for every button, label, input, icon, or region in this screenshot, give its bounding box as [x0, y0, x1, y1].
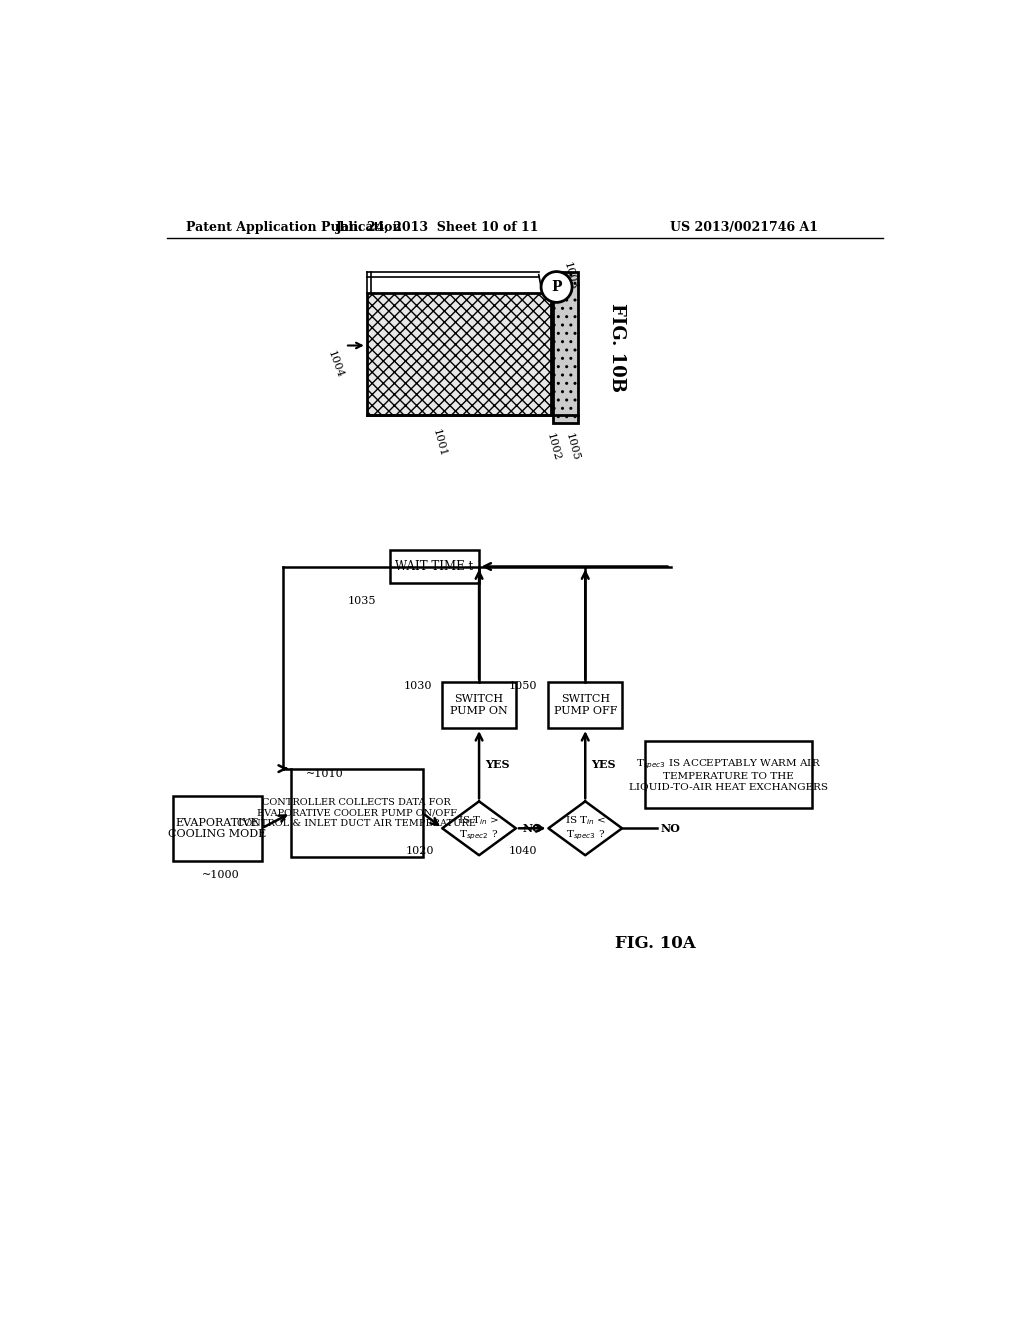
Bar: [173, 796, 262, 861]
Text: 1002: 1002: [545, 432, 562, 462]
Text: NO: NO: [522, 824, 542, 834]
Text: Jan. 24, 2013  Sheet 10 of 11: Jan. 24, 2013 Sheet 10 of 11: [336, 222, 540, 234]
Text: 1005: 1005: [563, 432, 581, 462]
Text: SWITCH
PUMP OFF: SWITCH PUMP OFF: [554, 694, 617, 715]
Bar: [367, 293, 551, 414]
Bar: [291, 768, 423, 857]
Text: 1030: 1030: [404, 681, 432, 690]
Text: YES: YES: [485, 759, 510, 771]
Text: 1004: 1004: [326, 350, 345, 380]
Text: YES: YES: [592, 759, 616, 771]
Circle shape: [541, 272, 572, 302]
Text: 1020: 1020: [406, 846, 434, 857]
Text: EVAPORATIVE
COOLING MODE: EVAPORATIVE COOLING MODE: [168, 817, 266, 840]
Text: US 2013/0021746 A1: US 2013/0021746 A1: [671, 222, 818, 234]
Text: IS T$_{in}$ >
T$_{spec2}$ ?: IS T$_{in}$ > T$_{spec2}$ ?: [459, 814, 500, 842]
Text: FIG. 10B: FIG. 10B: [608, 302, 627, 392]
Bar: [645, 741, 812, 808]
Text: CONTROLLER COLLECTS DATA FOR
EVAPORATIVE COOLER PUMP ON/OFF
CONTROL & INLET DUCT: CONTROLLER COLLECTS DATA FOR EVAPORATIVE…: [238, 799, 476, 828]
Text: IS T$_{in}$ <
T$_{spec3}$ ?: IS T$_{in}$ < T$_{spec3}$ ?: [564, 814, 606, 842]
Text: ~1010: ~1010: [306, 770, 344, 779]
Text: 1001: 1001: [430, 428, 447, 458]
Text: FIG. 10A: FIG. 10A: [614, 936, 695, 952]
Text: 1035: 1035: [347, 597, 376, 606]
Text: 1040: 1040: [509, 846, 538, 857]
Text: 1050: 1050: [509, 681, 538, 690]
Bar: [442, 682, 516, 729]
Text: Patent Application Publication: Patent Application Publication: [186, 222, 401, 234]
Text: P: P: [551, 280, 562, 294]
Text: ~1000: ~1000: [202, 870, 240, 879]
Text: T$_{spec3}$ IS ACCEPTABLY WARM AIR
TEMPERATURE TO THE
LIQUID-TO-AIR HEAT EXCHANG: T$_{spec3}$ IS ACCEPTABLY WARM AIR TEMPE…: [629, 758, 828, 792]
Text: WAIT TIME t: WAIT TIME t: [395, 560, 473, 573]
Bar: [389, 550, 478, 582]
Text: 1003: 1003: [562, 261, 579, 290]
Text: NO: NO: [660, 822, 681, 834]
Bar: [549, 682, 622, 729]
Bar: [553, 272, 578, 422]
Text: SWITCH
PUMP ON: SWITCH PUMP ON: [451, 694, 508, 715]
